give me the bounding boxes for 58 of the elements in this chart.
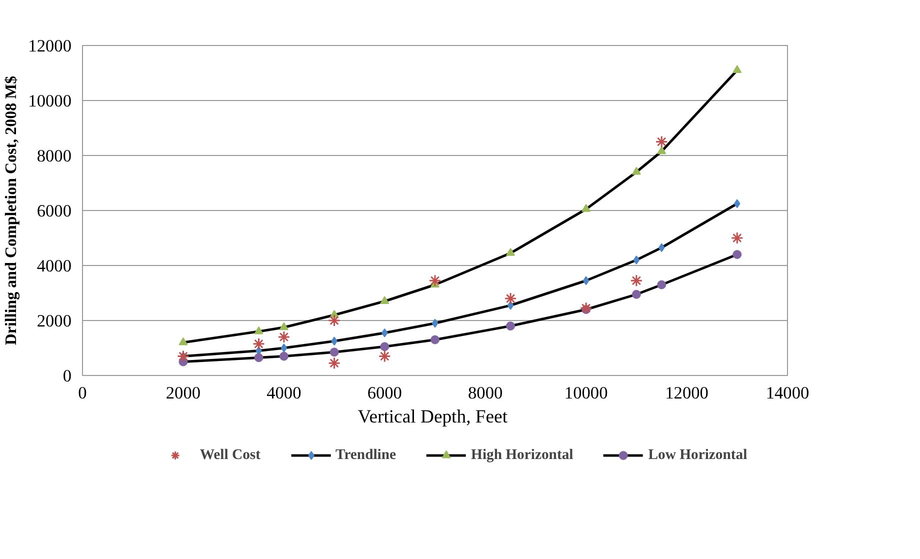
y-tick-label: 6000 (36, 202, 72, 220)
point (330, 348, 339, 357)
y-tick-label: 10000 (28, 92, 72, 110)
point (632, 290, 641, 299)
y-tick-label: 12000 (28, 36, 72, 56)
point (380, 296, 390, 304)
x-tick-label: 12000 (665, 384, 708, 402)
x-tick-label: 14000 (766, 384, 810, 402)
point (328, 356, 341, 370)
x-tick-label: 4000 (266, 384, 302, 402)
x-tick-label: 8000 (468, 384, 503, 402)
point (730, 232, 744, 244)
point (732, 65, 742, 74)
point (279, 352, 288, 361)
legend-label: Low Horizontal (648, 446, 748, 464)
x-tick-label: 10000 (564, 384, 608, 402)
point (657, 146, 666, 154)
legend-label: Trendline (336, 446, 396, 464)
point (328, 314, 341, 327)
y-tick-label: 0 (62, 366, 72, 386)
y-tick-label: 2000 (36, 312, 72, 330)
point (504, 292, 517, 305)
y-tick-label: 4000 (36, 256, 72, 276)
point (378, 350, 391, 362)
legend-label: Well Cost (200, 446, 260, 464)
point (280, 344, 288, 352)
y-axis-title: Drilling and Completion Cost, 2008 M$ (3, 76, 20, 346)
point (732, 250, 742, 259)
point (658, 243, 665, 252)
x-tick-label: 2000 (166, 384, 201, 402)
point (178, 337, 188, 346)
point (381, 328, 388, 338)
point (506, 322, 516, 330)
point (582, 276, 590, 286)
point (254, 326, 264, 334)
y-tick-label: 8000 (36, 146, 72, 166)
point (279, 322, 288, 330)
point (655, 136, 668, 148)
point (430, 335, 440, 344)
point (380, 342, 390, 352)
point (506, 248, 516, 256)
point (657, 280, 666, 290)
point (734, 199, 740, 208)
point (582, 204, 591, 212)
x-tick-label: 6000 (367, 384, 402, 402)
point (252, 338, 265, 350)
point (278, 330, 290, 344)
point (632, 166, 641, 175)
point (176, 350, 190, 362)
x-axis-title: Vertical Depth, Feet (358, 406, 508, 428)
x-tick-label: 0 (78, 384, 87, 402)
point (432, 318, 438, 328)
point (254, 353, 264, 362)
legend-label: High Horizontal (471, 446, 574, 464)
point (633, 256, 640, 264)
point (580, 302, 592, 314)
point (630, 274, 643, 287)
point (428, 274, 442, 287)
